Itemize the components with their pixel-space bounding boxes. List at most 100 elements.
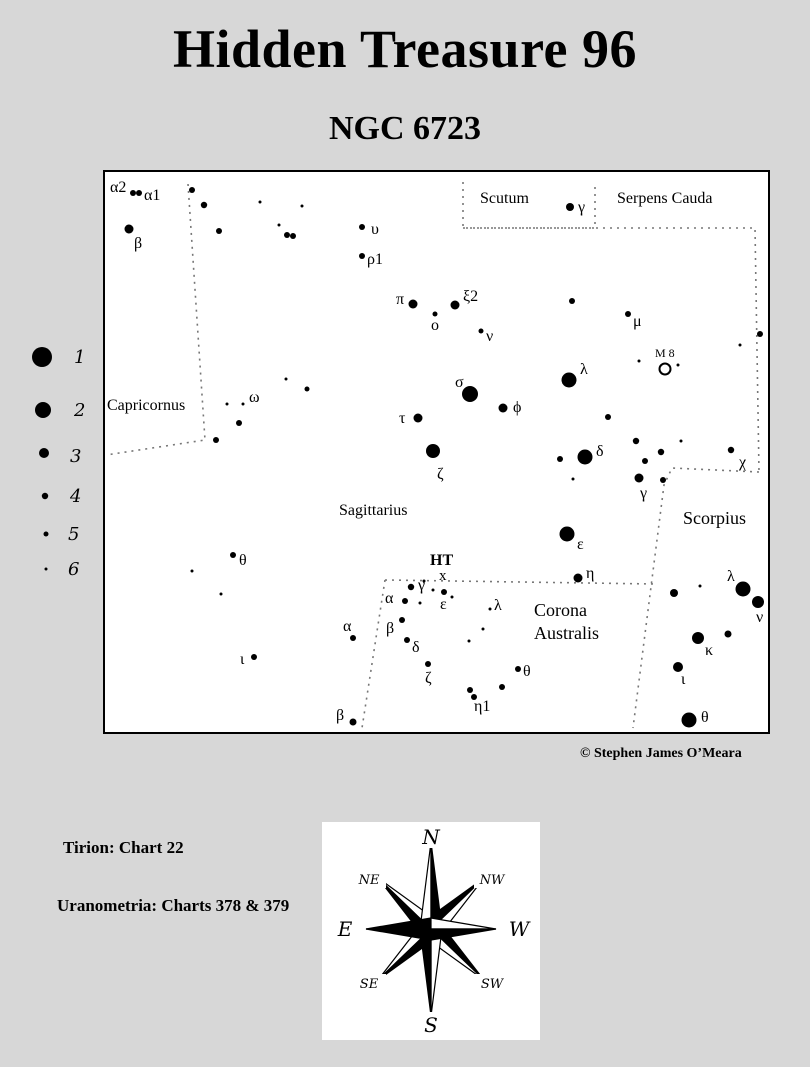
star-label: ω	[249, 389, 260, 406]
star-label: ϕ	[513, 399, 521, 416]
star	[571, 477, 575, 481]
star-label: ζ	[437, 466, 444, 483]
star	[632, 437, 640, 445]
m8-nebula-marker	[658, 362, 672, 376]
star	[290, 233, 296, 239]
star	[304, 386, 310, 392]
star-label: ε	[577, 536, 584, 553]
star-eta1-cra	[471, 694, 477, 700]
star-label: o	[431, 317, 439, 334]
compass-e: E	[337, 917, 353, 941]
compass-nw: NW	[479, 873, 506, 888]
legend-num-1: 1	[74, 347, 85, 368]
target-marker: x	[439, 568, 447, 584]
star-label: β	[134, 235, 142, 252]
star-label: κ	[705, 642, 713, 659]
constellation-serpens-cauda: Serpens Cauda	[617, 190, 713, 207]
constellation-scutum: Scutum	[480, 190, 529, 207]
star-mu-sgr	[625, 311, 631, 317]
star	[300, 204, 304, 208]
star-label: ι	[240, 651, 245, 668]
tirion-reference: Tirion: Chart 22	[63, 838, 184, 857]
star-eta-sgr	[573, 573, 583, 583]
legend-num-3: 3	[70, 446, 81, 467]
star	[569, 298, 575, 304]
star-label: λ	[727, 568, 735, 585]
star-label: γ	[639, 485, 647, 502]
star-label: χ	[738, 454, 747, 471]
star-label: ζ	[425, 670, 432, 687]
star	[284, 232, 290, 238]
star	[757, 331, 763, 337]
legend-num-2: 2	[73, 400, 85, 421]
star	[481, 627, 485, 631]
compass-w: W	[509, 917, 531, 941]
star-label: δ	[412, 639, 420, 656]
constellation-corona-australis: Australis	[534, 623, 599, 643]
star	[219, 592, 223, 596]
star-kappa-sco	[692, 632, 704, 644]
star-theta-sgr	[230, 552, 236, 558]
star-iota-sgr	[251, 654, 257, 660]
star-chi-sgr	[727, 446, 735, 454]
legend-dot-2	[35, 402, 51, 418]
star-upsilon-sgr	[359, 224, 365, 230]
star	[189, 187, 195, 193]
copyright-credit: © Stephen James O’Meara	[580, 746, 742, 761]
compass-s: S	[424, 1013, 438, 1037]
star-tau-sgr	[413, 413, 423, 423]
star-label: α2	[110, 179, 126, 196]
star-beta-cap	[124, 224, 134, 234]
star	[670, 589, 678, 597]
constellation-labels: Scutum Serpens Cauda Capricornus Sagitta…	[107, 190, 746, 643]
star-label: α	[385, 590, 394, 607]
ht-label: HT	[430, 552, 453, 569]
star-label: μ	[633, 313, 642, 330]
star	[418, 601, 422, 605]
constellation-capricornus: Capricornus	[107, 397, 185, 414]
star-label: η	[586, 565, 594, 582]
magnitude-legend: 1 2 3 4 5 6	[32, 347, 85, 580]
star-label: ν	[756, 609, 763, 626]
star	[738, 343, 742, 347]
star-labels: α2 α1 β υ ρ1 π o ξ2 ν σ ϕ τ ζ ω γ μ λ δ …	[110, 179, 763, 726]
star-label: β	[386, 620, 394, 637]
constellation-scorpius: Scorpius	[683, 508, 746, 528]
legend-num-4: 4	[69, 486, 81, 507]
star-zeta-sgr	[426, 444, 440, 458]
star-label: ν	[486, 328, 493, 345]
star	[277, 223, 281, 227]
star-sigma-sgr	[462, 386, 478, 402]
star-label: λ	[494, 597, 502, 614]
star-nu-sgr	[478, 328, 484, 334]
star	[499, 684, 505, 690]
star-label: α	[343, 618, 352, 635]
star	[657, 448, 665, 456]
boundary-cra-top	[384, 579, 656, 585]
m8-label: M 8	[655, 346, 675, 360]
star	[422, 579, 426, 583]
legend-dot-6	[44, 567, 48, 571]
star-label: τ	[399, 410, 406, 427]
star-iota-sco	[673, 662, 683, 672]
star	[637, 359, 641, 363]
legend-dot-4	[41, 492, 49, 500]
star-beta-sgr	[349, 718, 357, 726]
star	[284, 377, 288, 381]
star-lambda-cra	[488, 607, 492, 611]
star-beta-cra	[399, 617, 405, 623]
star-label: γ	[577, 199, 585, 216]
star	[241, 402, 245, 406]
star	[467, 687, 473, 693]
star-label: ε	[440, 596, 447, 613]
star-nu-sco	[752, 596, 764, 608]
boundary-scorpius	[632, 467, 760, 729]
compass-se: SE	[360, 977, 379, 992]
star	[642, 458, 648, 464]
uranometria-reference: Uranometria: Charts 378 & 379	[57, 896, 290, 915]
star-delta-cra	[404, 637, 410, 643]
compass-n: N	[421, 825, 441, 849]
star-gamma-sct	[566, 203, 574, 211]
star-label: θ	[523, 663, 531, 680]
